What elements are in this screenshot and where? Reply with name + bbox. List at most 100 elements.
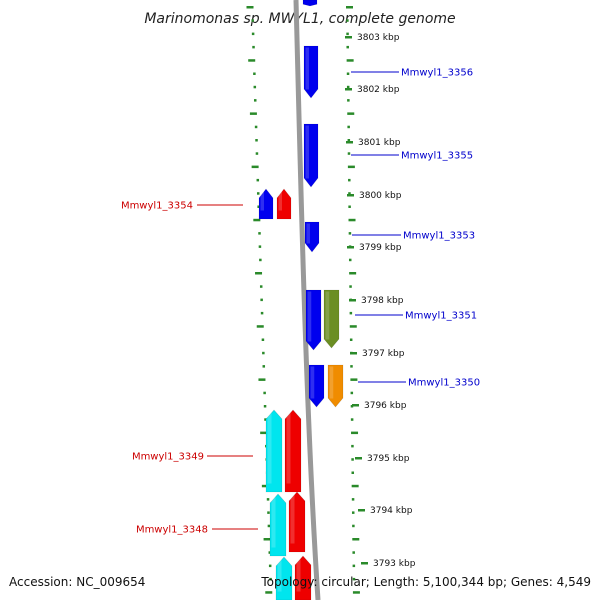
left-ring-tick xyxy=(266,498,270,501)
gene-highlight xyxy=(306,223,310,244)
gene-arrow-g3350 xyxy=(308,364,325,408)
gene-highlight xyxy=(310,366,315,399)
gene-highlight xyxy=(267,411,272,484)
gene-arrow-g3349b xyxy=(284,409,302,493)
right-ring-tick xyxy=(351,511,355,514)
kbp-label: 3793 kbp xyxy=(373,559,416,569)
left-ring-tick xyxy=(256,178,260,182)
kbp-label: 3799 kbp xyxy=(359,243,402,253)
kbp-major-tick xyxy=(352,404,359,407)
right-ring-tick xyxy=(347,112,355,115)
gene-highlight xyxy=(277,558,282,592)
right-ring-tick xyxy=(349,338,353,341)
right-ring-tick xyxy=(352,591,360,594)
left-ring-tick xyxy=(263,405,267,408)
right-ring-tick xyxy=(346,72,350,75)
gene-highlight xyxy=(305,125,309,179)
kbp-labels: 3803 kbp 3802 kbp 3801 kbp 3800 kbp 3799 kbp… xyxy=(345,33,416,569)
right-ring-tick xyxy=(349,285,352,288)
genome-summary-text: Topology: circular; Length: 5,100,344 bp… xyxy=(260,575,591,589)
right-ring-tick xyxy=(350,405,354,408)
kbp-major-tick xyxy=(349,299,356,302)
gene-label: Mmwyl1_3353 xyxy=(403,231,475,242)
right-ring-tick xyxy=(350,365,353,368)
kbp-major-tick xyxy=(361,562,368,565)
kbp-label: 3803 kbp xyxy=(357,33,400,43)
gene-highlight xyxy=(290,493,295,544)
left-ring-tick xyxy=(248,59,256,62)
left-ring-tick xyxy=(252,45,255,49)
right-ring-tick xyxy=(352,524,355,528)
gene-arrow-g-top xyxy=(302,0,318,7)
right-ring-tick xyxy=(352,564,356,568)
right-ring-tick xyxy=(352,538,360,541)
left-ring-tick xyxy=(257,205,260,208)
right-ring-tick xyxy=(351,431,359,435)
gene-arrow-g3351b xyxy=(323,289,340,349)
gene-highlight xyxy=(278,190,282,211)
left-ring-tick xyxy=(259,285,263,288)
left-ring-tick xyxy=(267,524,271,528)
right-ring-tick xyxy=(349,325,357,328)
gene-arrow-g3348 xyxy=(269,493,287,557)
gene-arrow-g3348b xyxy=(288,491,306,553)
gene-arrow-g3351 xyxy=(305,289,322,351)
left-ring-tick xyxy=(260,298,263,302)
gene-highlight xyxy=(271,495,276,548)
right-ring-tick xyxy=(349,272,357,275)
right-ring-tick xyxy=(348,178,351,182)
left-ring-tick xyxy=(260,431,268,435)
right-ring-tick xyxy=(351,458,354,461)
accession-text: Accession: NC_009654 xyxy=(9,575,145,589)
left-ring-tick xyxy=(262,365,266,368)
right-ring-tick xyxy=(346,85,350,89)
right-ring-tick xyxy=(348,258,352,262)
left-ring-tick xyxy=(255,272,263,275)
gene-arrow-g3354b xyxy=(276,188,292,220)
left-ring-tick xyxy=(264,418,267,421)
genome-backbone xyxy=(293,0,321,600)
right-ring-tick xyxy=(346,45,349,49)
left-ring-tick xyxy=(253,99,257,102)
right-ring-tick xyxy=(351,498,355,501)
left-ring-tick xyxy=(258,232,261,235)
right-ring-tick xyxy=(347,165,355,169)
left-ring-tick xyxy=(249,112,257,115)
gene-label: Mmwyl1_3348 xyxy=(136,525,208,536)
right-ring-tick xyxy=(350,391,354,395)
kbp-major-tick xyxy=(346,141,353,144)
left-ring-tick xyxy=(265,591,273,594)
left-ring-tick xyxy=(268,564,272,568)
gene-arrow-g-bottom xyxy=(275,556,293,600)
gene-arrow-g-bottom2 xyxy=(294,555,312,600)
kbp-label: 3795 kbp xyxy=(367,454,410,464)
kbp-label: 3794 kbp xyxy=(370,506,413,516)
gene-highlight xyxy=(307,291,312,342)
kbp-major-tick xyxy=(358,509,365,512)
left-ring-tick xyxy=(251,165,259,169)
gene-label: Mmwyl1_3349 xyxy=(132,452,204,463)
right-ring-tick xyxy=(351,444,354,448)
kbp-label: 3802 kbp xyxy=(357,85,400,95)
kbp-label: 3797 kbp xyxy=(362,349,405,359)
kbp-label: 3796 kbp xyxy=(364,401,407,411)
left-ring-tick xyxy=(258,378,266,381)
gene-highlight xyxy=(260,190,264,211)
right-ring-tick xyxy=(346,6,353,9)
gene-highlight xyxy=(329,366,334,399)
left-ring-tick xyxy=(262,351,265,355)
left-ring-tick xyxy=(260,311,264,315)
gene-labels: Mmwyl1_3356 Mmwyl1_3355 Mmwyl1_3354 Mmwyl1_… xyxy=(121,68,480,536)
left-ring-tick xyxy=(263,391,266,395)
gene-arrow-g3356 xyxy=(303,45,319,99)
right-ring-tick xyxy=(348,192,351,195)
left-ring-tick xyxy=(251,32,255,36)
left-ring-tick xyxy=(251,19,254,22)
gene-highlight xyxy=(305,47,309,90)
kbp-major-tick xyxy=(345,88,352,91)
kbp-label: 3800 kbp xyxy=(359,191,402,201)
gene-label: Mmwyl1_3355 xyxy=(401,151,473,162)
kbp-major-tick xyxy=(347,246,354,249)
kbp-major-tick xyxy=(355,457,362,460)
